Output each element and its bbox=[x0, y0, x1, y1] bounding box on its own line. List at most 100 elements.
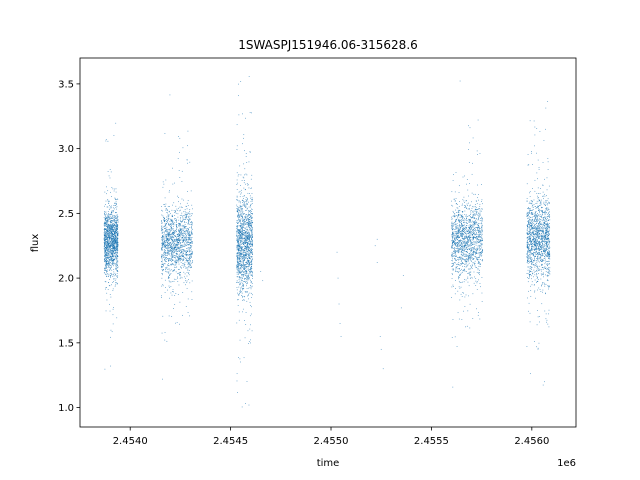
data-point bbox=[171, 229, 172, 231]
data-point bbox=[175, 210, 176, 212]
data-point bbox=[240, 243, 242, 245]
data-point bbox=[107, 242, 109, 243]
data-point bbox=[191, 299, 193, 300]
data-point bbox=[176, 224, 178, 225]
data-point bbox=[182, 263, 184, 265]
data-point bbox=[477, 219, 479, 221]
data-point bbox=[113, 210, 114, 211]
data-point bbox=[110, 336, 111, 338]
data-point bbox=[451, 200, 452, 202]
data-point bbox=[473, 257, 475, 259]
data-point bbox=[242, 256, 244, 258]
data-point bbox=[111, 258, 113, 260]
data-point bbox=[238, 244, 239, 246]
data-point bbox=[109, 237, 111, 239]
data-point bbox=[242, 226, 244, 227]
data-point bbox=[175, 267, 177, 268]
data-point bbox=[249, 263, 250, 265]
data-point bbox=[113, 275, 115, 277]
data-point bbox=[107, 229, 109, 231]
data-point bbox=[240, 267, 242, 269]
data-point bbox=[245, 201, 247, 203]
data-point bbox=[248, 241, 250, 242]
data-point bbox=[242, 239, 244, 241]
data-point bbox=[184, 232, 186, 234]
data-point bbox=[165, 251, 167, 253]
data-point bbox=[180, 255, 182, 257]
data-point bbox=[239, 253, 240, 255]
data-point bbox=[241, 256, 242, 257]
data-point bbox=[240, 239, 241, 241]
data-point bbox=[457, 236, 459, 238]
data-point bbox=[178, 257, 180, 258]
data-point bbox=[189, 243, 191, 244]
data-point bbox=[186, 237, 188, 238]
data-point bbox=[250, 260, 252, 262]
data-point bbox=[479, 236, 481, 238]
data-point bbox=[238, 216, 240, 217]
data-point bbox=[236, 204, 238, 206]
data-point bbox=[249, 219, 250, 221]
data-point bbox=[163, 254, 165, 256]
data-point bbox=[171, 215, 173, 217]
data-point bbox=[190, 221, 192, 222]
data-point bbox=[236, 184, 238, 185]
data-point bbox=[251, 232, 252, 234]
data-point bbox=[474, 206, 476, 207]
data-point bbox=[463, 269, 465, 271]
data-point bbox=[452, 232, 454, 234]
data-point bbox=[239, 290, 241, 291]
data-point bbox=[163, 252, 165, 254]
data-point bbox=[185, 267, 187, 269]
data-point bbox=[464, 269, 465, 271]
data-point bbox=[172, 233, 173, 234]
data-point bbox=[114, 205, 116, 206]
data-point bbox=[107, 264, 109, 266]
data-point bbox=[248, 265, 249, 267]
data-point bbox=[178, 254, 180, 256]
data-point bbox=[165, 258, 167, 260]
data-point bbox=[112, 233, 113, 235]
data-point bbox=[171, 258, 172, 260]
data-point bbox=[462, 247, 463, 249]
data-point bbox=[247, 276, 249, 277]
data-point bbox=[247, 266, 248, 268]
data-point bbox=[455, 270, 457, 272]
data-point bbox=[187, 213, 189, 215]
data-point bbox=[238, 269, 240, 271]
data-point bbox=[114, 220, 116, 222]
data-point bbox=[470, 242, 471, 244]
data-point bbox=[464, 260, 466, 262]
data-point bbox=[236, 208, 238, 209]
data-point bbox=[104, 211, 106, 212]
data-point bbox=[175, 237, 177, 239]
data-point bbox=[475, 236, 477, 238]
data-point bbox=[111, 225, 113, 227]
data-point bbox=[108, 245, 110, 246]
data-point bbox=[247, 215, 249, 217]
data-point bbox=[243, 251, 245, 253]
data-point bbox=[112, 233, 114, 234]
data-point bbox=[242, 251, 244, 253]
data-point bbox=[237, 227, 238, 229]
data-point bbox=[162, 245, 163, 247]
data-point bbox=[455, 250, 457, 251]
data-point bbox=[175, 231, 177, 233]
data-point bbox=[112, 250, 113, 251]
data-point bbox=[243, 285, 244, 286]
data-point bbox=[172, 183, 174, 185]
data-point bbox=[172, 167, 173, 169]
data-point bbox=[177, 246, 179, 248]
data-point bbox=[463, 234, 465, 236]
data-point bbox=[250, 205, 251, 206]
data-point bbox=[117, 241, 118, 243]
data-point bbox=[251, 292, 252, 294]
data-point bbox=[178, 240, 180, 241]
data-point bbox=[111, 235, 113, 236]
data-point bbox=[173, 222, 175, 223]
data-point bbox=[109, 262, 111, 264]
data-point bbox=[117, 277, 118, 278]
data-point bbox=[168, 242, 170, 244]
data-point bbox=[174, 255, 175, 257]
data-point bbox=[477, 224, 478, 226]
